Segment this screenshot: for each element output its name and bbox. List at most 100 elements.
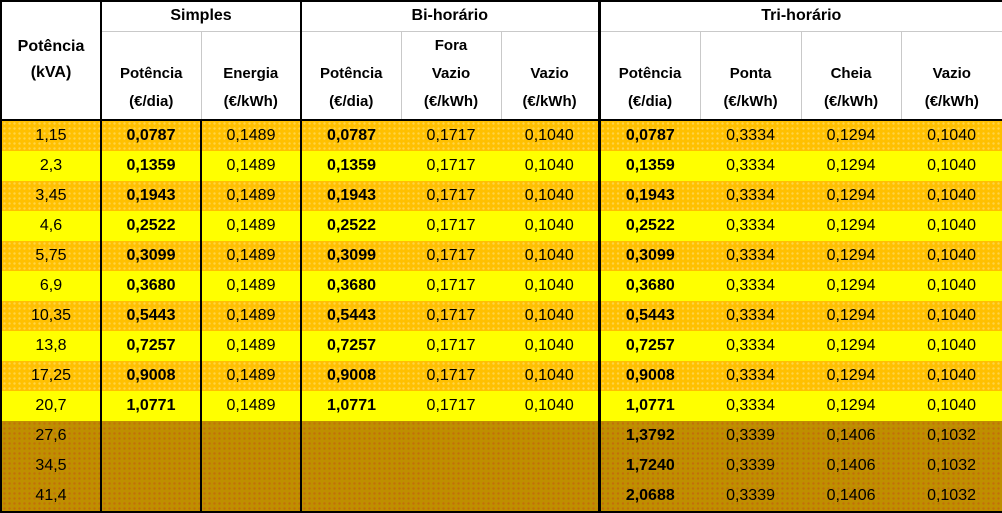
cell-tri-cheia-kwh: 0,1294 <box>801 360 902 391</box>
cell-tri-ponta-kwh: 0,3334 <box>700 270 802 301</box>
cell-tri-cheia-kwh: 0,1294 <box>801 390 902 421</box>
cell-tri-ponta-kwh: 0,3334 <box>700 180 802 211</box>
table-body: 1,15 0,0787 0,1489 0,0787 0,1717 0,1040 0,0787… <box>1 119 1002 512</box>
cell-potencia-kva: 4,6 <box>1 210 102 241</box>
cell-tri-cheia-kwh: 0,1406 <box>801 450 902 481</box>
cell-simples-potencia-dia: 0,1943 <box>101 180 202 211</box>
cell-bi-potencia-dia: 0,9008 <box>301 360 402 391</box>
cell-simples-energia-kwh: 0,1489 <box>201 390 303 421</box>
cell-bi-fora-vazio-kwh: 0,1717 <box>401 119 502 151</box>
cell-bi-vazio-kwh <box>501 420 601 451</box>
cell-tri-vazio-kwh: 0,1040 <box>901 150 1002 181</box>
header-tri-vazio: Vazio (€/kWh) <box>900 31 1002 121</box>
cell-tri-vazio-kwh: 0,1040 <box>901 119 1002 151</box>
cell-tri-potencia-dia: 0,1943 <box>599 180 701 211</box>
cell-tri-ponta-kwh: 0,3334 <box>700 330 802 361</box>
cell-bi-fora-vazio-kwh: 0,1717 <box>401 390 502 421</box>
cell-simples-energia-kwh: 0,1489 <box>201 330 303 361</box>
cell-tri-cheia-kwh: 0,1294 <box>801 240 902 271</box>
table-row: 10,35 0,5443 0,1489 0,5443 0,1717 0,1040 0,544… <box>1 300 1002 331</box>
cell-potencia-kva: 6,9 <box>1 270 102 301</box>
cell-tri-cheia-kwh: 0,1406 <box>801 480 902 512</box>
cell-potencia-kva: 5,75 <box>1 240 102 271</box>
cell-tri-cheia-kwh: 0,1294 <box>801 150 902 181</box>
table-row: 17,25 0,9008 0,1489 0,9008 0,1717 0,1040 0,900… <box>1 360 1002 391</box>
cell-simples-energia-kwh: 0,1489 <box>201 180 303 211</box>
cell-potencia-kva: 1,15 <box>1 119 102 151</box>
cell-bi-vazio-kwh: 0,1040 <box>501 270 601 301</box>
cell-tri-ponta-kwh: 0,3334 <box>700 210 802 241</box>
cell-bi-potencia-dia: 0,0787 <box>301 119 402 151</box>
cell-potencia-kva: 41,4 <box>1 480 102 512</box>
cell-bi-fora-vazio-kwh: 0,1717 <box>401 360 502 391</box>
cell-simples-potencia-dia: 0,9008 <box>101 360 202 391</box>
header-bi-potencia: Potência (€/dia) <box>300 31 402 121</box>
cell-bi-vazio-kwh: 0,1040 <box>501 360 601 391</box>
cell-tri-vazio-kwh: 0,1040 <box>901 180 1002 211</box>
cell-tri-vazio-kwh: 0,1040 <box>901 240 1002 271</box>
cell-simples-energia-kwh <box>201 480 303 512</box>
table-header: Potência (kVA) Simples Bi-horário Tri-ho… <box>1 1 1002 121</box>
header-tri-potencia: Potência (€/dia) <box>597 31 701 121</box>
cell-simples-potencia-dia: 0,7257 <box>101 330 202 361</box>
cell-tri-ponta-kwh: 0,3334 <box>700 150 802 181</box>
cell-tri-cheia-kwh: 0,1294 <box>801 210 902 241</box>
cell-simples-potencia-dia: 0,5443 <box>101 300 202 331</box>
table-row: 27,6 1,3792 0,3339 0,1406 0,1032 <box>1 420 1002 451</box>
cell-tri-vazio-kwh: 0,1040 <box>901 210 1002 241</box>
cell-bi-vazio-kwh: 0,1040 <box>501 150 601 181</box>
cell-bi-potencia-dia: 0,5443 <box>301 300 402 331</box>
cell-simples-potencia-dia: 0,2522 <box>101 210 202 241</box>
cell-bi-fora-vazio-kwh: 0,1717 <box>401 210 502 241</box>
cell-simples-potencia-dia <box>101 480 202 512</box>
cell-bi-vazio-kwh: 0,1040 <box>501 210 601 241</box>
header-potencia-kva: Potência (kVA) <box>1 1 102 121</box>
cell-tri-potencia-dia: 0,2522 <box>599 210 701 241</box>
cell-bi-fora-vazio-kwh: 0,1717 <box>401 180 502 211</box>
cell-bi-vazio-kwh <box>501 450 601 481</box>
cell-simples-energia-kwh <box>201 450 303 481</box>
cell-bi-fora-vazio-kwh <box>401 480 502 512</box>
cell-tri-potencia-dia: 0,5443 <box>599 300 701 331</box>
cell-simples-energia-kwh <box>201 420 303 451</box>
cell-tri-ponta-kwh: 0,3334 <box>700 360 802 391</box>
table-row: 41,4 2,0688 0,3339 0,1406 0,1032 <box>1 480 1002 512</box>
cell-potencia-kva: 27,6 <box>1 420 102 451</box>
group-header-tri-horario: Tri-horário <box>597 1 1002 32</box>
cell-tri-vazio-kwh: 0,1040 <box>901 360 1002 391</box>
cell-bi-vazio-kwh: 0,1040 <box>501 300 601 331</box>
cell-bi-vazio-kwh: 0,1040 <box>501 240 601 271</box>
header-simples-potencia: Potência (€/dia) <box>101 31 201 121</box>
cell-tri-vazio-kwh: 0,1040 <box>901 390 1002 421</box>
cell-tri-vazio-kwh: 0,1040 <box>901 330 1002 361</box>
cell-tri-vazio-kwh: 0,1032 <box>901 480 1002 512</box>
table-row: 5,75 0,3099 0,1489 0,3099 0,1717 0,1040 0,3099… <box>1 240 1002 271</box>
table-row: 3,45 0,1943 0,1489 0,1943 0,1717 0,1040 0,1943… <box>1 180 1002 211</box>
cell-bi-potencia-dia: 0,3099 <box>301 240 402 271</box>
table-row: 34,5 1,7240 0,3339 0,1406 0,1032 <box>1 450 1002 481</box>
cell-potencia-kva: 13,8 <box>1 330 102 361</box>
group-header-bi-horario: Bi-horário <box>300 1 600 32</box>
table-row: 6,9 0,3680 0,1489 0,3680 0,1717 0,1040 0,3680 0… <box>1 270 1002 301</box>
cell-potencia-kva: 3,45 <box>1 180 102 211</box>
cell-tri-potencia-dia: 2,0688 <box>599 480 701 512</box>
cell-tri-potencia-dia: 0,3680 <box>599 270 701 301</box>
header-tri-cheia: Cheia (€/kWh) <box>800 31 902 121</box>
cell-tri-cheia-kwh: 0,1294 <box>801 270 902 301</box>
cell-tri-vazio-kwh: 0,1032 <box>901 420 1002 451</box>
cell-bi-vazio-kwh <box>501 480 601 512</box>
cell-bi-potencia-dia <box>301 480 402 512</box>
table-row: 20,7 1,0771 0,1489 1,0771 0,1717 0,1040 1,0771… <box>1 390 1002 421</box>
cell-simples-energia-kwh: 0,1489 <box>201 119 303 151</box>
cell-tri-cheia-kwh: 0,1294 <box>801 330 902 361</box>
cell-potencia-kva: 10,35 <box>1 300 102 331</box>
cell-bi-fora-vazio-kwh <box>401 450 502 481</box>
cell-tri-potencia-dia: 0,3099 <box>599 240 701 271</box>
cell-simples-energia-kwh: 0,1489 <box>201 240 303 271</box>
cell-tri-potencia-dia: 0,0787 <box>599 119 701 151</box>
cell-simples-potencia-dia <box>101 420 202 451</box>
cell-tri-cheia-kwh: 0,1294 <box>801 300 902 331</box>
table-row: 13,8 0,7257 0,1489 0,7257 0,1717 0,1040 0,7257… <box>1 330 1002 361</box>
